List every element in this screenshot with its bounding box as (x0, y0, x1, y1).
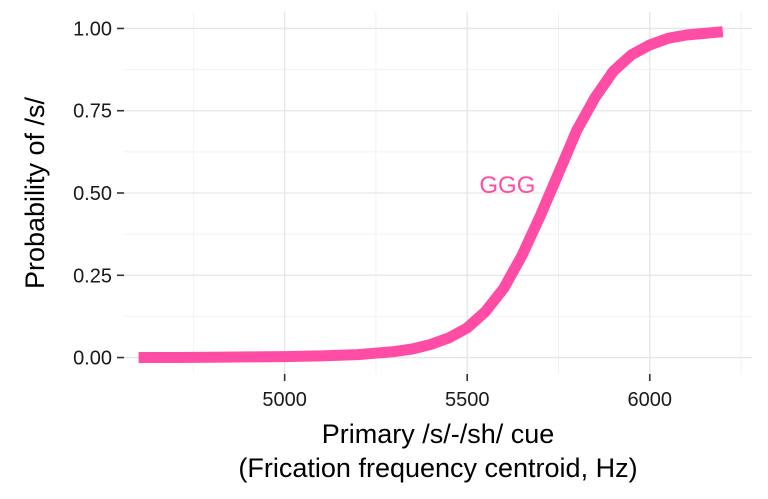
tick-labels: 5000 5500 6000 0.00 0.25 0.50 0.75 1.00 (73, 18, 672, 411)
x-tick-label: 6000 (628, 389, 673, 411)
y-axis-title: Probability of /s/ (20, 96, 50, 289)
series-layer (138, 26, 724, 363)
x-axis-title-line2: (Frication frequency centroid, Hz) (238, 453, 637, 483)
axis-ticks (117, 27, 651, 381)
x-axis-title-line1: Primary /s/-/sh/ cue (322, 419, 555, 449)
x-tick-label: 5000 (262, 389, 307, 411)
y-tick-label: 0.00 (73, 348, 112, 370)
y-tick-label: 1.00 (73, 18, 112, 40)
series-line-ggg (138, 26, 724, 363)
grid (124, 12, 752, 374)
y-tick-label: 0.50 (73, 183, 112, 205)
x-tick-label: 5500 (445, 389, 490, 411)
series-label-ggg: GGG (479, 172, 535, 199)
y-tick-label: 0.75 (73, 101, 112, 123)
y-tick-label: 0.25 (73, 265, 112, 287)
